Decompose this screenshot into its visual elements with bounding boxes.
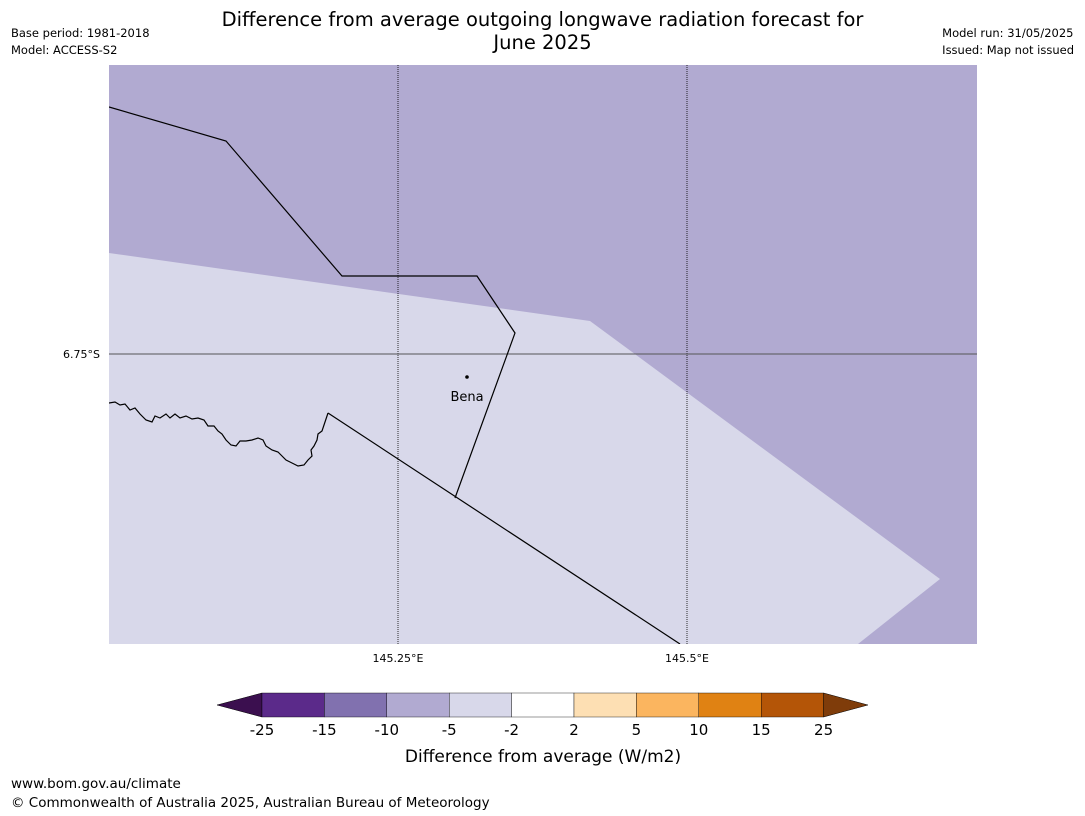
colorbar-segment bbox=[449, 692, 512, 718]
footer-url: www.bom.gov.au/climate bbox=[11, 776, 181, 792]
colorbar-segment bbox=[511, 692, 575, 718]
colorbar-tick-label: 15 bbox=[752, 721, 771, 739]
colorbar-tick-label: -5 bbox=[442, 721, 457, 739]
title-line-1: Difference from average outgoing longwav… bbox=[221, 8, 864, 31]
coastline bbox=[109, 401, 329, 467]
border-line-south bbox=[327, 412, 681, 644]
colorbar-tick-label: 2 bbox=[569, 721, 579, 739]
colorbar-segment bbox=[261, 692, 325, 718]
header-right: Model run: 31/05/2025 Issued: Map not is… bbox=[942, 25, 1074, 59]
bena-label: Bena bbox=[450, 390, 483, 405]
latitude-label-6-75s: 6.75°S bbox=[63, 348, 100, 361]
issued-text: Issued: Map not issued bbox=[942, 43, 1074, 57]
model-run-text: Model run: 31/05/2025 bbox=[942, 26, 1074, 40]
colorbar-segment bbox=[698, 692, 762, 718]
model-text: Model: ACCESS-S2 bbox=[11, 43, 118, 57]
colorbar-segment bbox=[573, 692, 637, 718]
base-period-text: Base period: 1981-2018 bbox=[11, 26, 150, 40]
colorbar-segment bbox=[761, 692, 824, 718]
colorbar-tick-label: 5 bbox=[632, 721, 642, 739]
anomaly-region-minus5-minus2 bbox=[109, 253, 940, 644]
footer-copyright: © Commonwealth of Australia 2025, Austra… bbox=[11, 795, 490, 811]
colorbar-extend-high bbox=[823, 692, 869, 718]
map-panel: Bena bbox=[109, 65, 977, 644]
colorbar-tick-label: -25 bbox=[250, 721, 275, 739]
longitude-label-145-25e: 145.25°E bbox=[373, 652, 424, 665]
border-line-north bbox=[109, 106, 516, 499]
colorbar-tick-label: 25 bbox=[814, 721, 833, 739]
colorbar-tick-label: 10 bbox=[689, 721, 708, 739]
colorbar-title: Difference from average (W/m2) bbox=[405, 747, 681, 767]
colorbar-extend-low bbox=[216, 692, 263, 718]
header-left: Base period: 1981-2018 Model: ACCESS-S2 bbox=[11, 25, 150, 59]
colorbar-tick-label: -2 bbox=[504, 721, 519, 739]
colorbar-tick-label: -15 bbox=[312, 721, 337, 739]
colorbar-segment bbox=[636, 692, 700, 718]
longitude-label-145-5e: 145.5°E bbox=[665, 652, 709, 665]
colorbar: -25 -15 -10 -5 -2 2 5 10 15 25 Differenc… bbox=[216, 692, 869, 767]
map-title: Difference from average outgoing longwav… bbox=[190, 8, 895, 54]
colorbar-tick-label: -10 bbox=[375, 721, 400, 739]
colorbar-segment bbox=[386, 692, 450, 718]
colorbar-segment bbox=[324, 692, 387, 718]
bena-marker bbox=[465, 375, 469, 379]
title-line-2: June 2025 bbox=[493, 31, 592, 54]
